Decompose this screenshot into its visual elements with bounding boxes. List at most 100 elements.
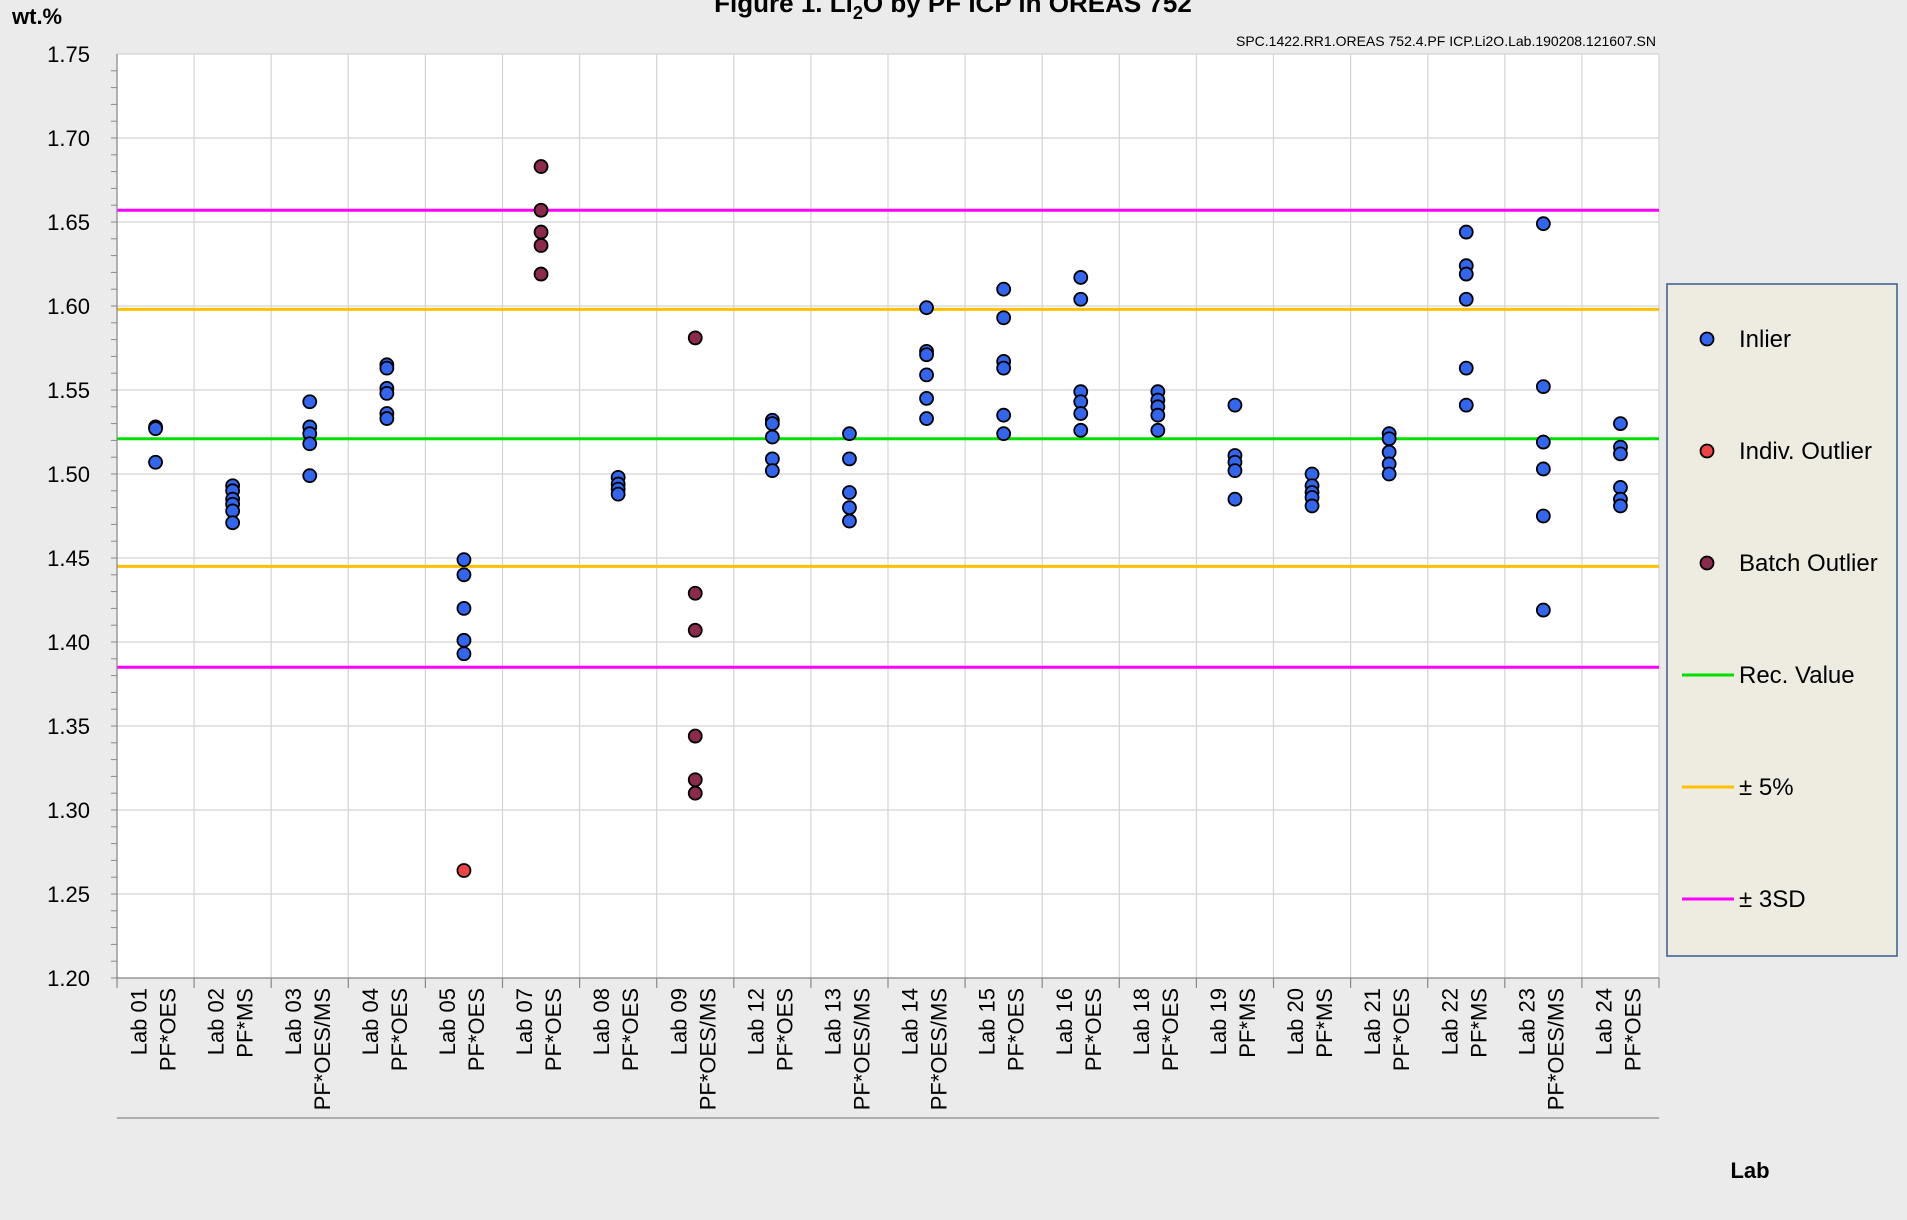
data-point-inlier [842,485,857,500]
x-category-method: PF*OES/MS [927,988,952,1110]
data-point-inlier [996,360,1012,376]
data-point-inlier [996,281,1012,297]
y-tick-label: 1.75 [47,42,90,67]
x-category-method: PF*MS [233,988,258,1058]
legend-label: Batch Outlier [1739,550,1878,577]
data-point-batch [533,238,549,253]
y-tick-label: 1.65 [47,210,90,235]
x-category-group: Lab 13 PF*OES/MS [820,988,874,1110]
data-point-inlier [1073,291,1089,307]
y-tick-label: 1.25 [47,882,90,907]
data-point-inlier [610,486,626,502]
data-point-inlier [225,515,241,531]
legend-label: Indiv. Outlier [1739,438,1872,465]
data-point-inlier [919,411,934,426]
legend-label: Rec. Value [1739,662,1855,689]
data-point-inlier [1458,397,1474,413]
data-point-inlier [302,394,318,410]
x-category-lab: Lab 13 [820,988,845,1055]
data-point-inlier [1535,434,1551,450]
x-category-lab: Lab 08 [589,988,614,1055]
x-category-lab: Lab 15 [975,988,1000,1055]
x-category-group: Lab 20 PF*MS [1283,988,1337,1058]
legend: Inlier Indiv. Outlier Batch Outlier Rec. Va… [1666,283,1898,957]
data-point-batch [533,159,549,174]
axes [111,54,1660,1119]
x-category-method: PF*OES/MS [1543,988,1568,1110]
y-tick-label: 1.20 [47,966,90,991]
data-point-inlier [1613,416,1628,432]
x-category-group: Lab 05 PF*OES [435,988,489,1071]
data-point-inlier [764,429,780,445]
data-point-inlier [1535,461,1551,477]
x-category-lab: Lab 14 [898,988,923,1055]
y-tick-label: 1.30 [47,798,90,823]
data-point-inlier [996,310,1012,326]
data-point-inlier [842,513,857,529]
data-point-inlier [1227,463,1243,479]
data-point-inlier [1150,407,1166,423]
data-point-inlier [379,411,395,426]
x-category-group: Lab 02 PF*MS [204,988,258,1058]
data-point-inlier [302,468,318,484]
x-category-lab: Lab 09 [666,988,691,1055]
x-category-method: PF*MS [1466,988,1491,1058]
x-category-group: Lab 21 PF*OES [1360,988,1414,1071]
x-category-method: PF*OES [772,988,797,1071]
data-point-inlier [456,552,472,568]
x-category-lab: Lab 02 [204,988,229,1055]
data-point-inlier [1227,491,1243,507]
x-category-method: PF*OES [1158,988,1183,1071]
x-category-group: Lab 14 PF*OES/MS [898,988,952,1110]
data-point-batch [687,785,703,801]
x-category-method: PF*MS [1235,988,1260,1058]
x-category-method: PF*OES [618,988,643,1071]
y-tick-label: 1.45 [47,546,90,571]
data-point-inlier [842,451,857,467]
y-tick-labels: 1.20 1.25 1.30 1.35 1.40 1.45 1.50 1.55 1.60 1.65… [47,42,90,991]
data-point-batch [533,266,549,282]
x-category-group: Lab 09 PF*OES/MS [666,988,720,1110]
data-point-batch [687,622,703,638]
x-category-group: Lab 22 PF*MS [1437,988,1491,1058]
x-category-method: PF*OES [1620,988,1645,1071]
y-tick-label: 1.35 [47,714,90,739]
data-point-batch [687,728,703,744]
data-point-inlier [1535,602,1551,618]
data-point-inlier [148,421,163,437]
legend-marker [1699,555,1715,571]
x-category-lab: Lab 04 [358,988,383,1055]
x-category-lab: Lab 23 [1514,988,1539,1055]
x-category-method: PF*OES [156,988,181,1071]
x-category-method: PF*OES [1389,988,1414,1071]
data-point-inlier [456,601,472,616]
data-point-inlier [996,426,1012,442]
data-point-inlier [1613,446,1628,462]
data-point-inlier [919,347,934,363]
x-category-method: PF*OES [541,988,566,1071]
data-point-inlier [1381,466,1397,482]
legend-label: ± 3SD [1739,886,1806,913]
data-point-inlier [764,416,780,432]
reference-lines [117,208,1659,669]
y-axis-label: wt.% [11,4,62,29]
x-category-group: Lab 23 PF*OES/MS [1514,988,1568,1110]
x-category-group: Lab 04 PF*OES [358,988,412,1071]
x-category-labels: Lab 01 PF*OES Lab 02 PF*MS Lab 03 PF*OES/MS La… [127,988,1646,1110]
x-category-lab: Lab 22 [1437,988,1462,1055]
y-tick-label: 1.70 [47,126,90,151]
x-category-group: Lab 15 PF*OES [975,988,1029,1071]
data-point-inlier [919,300,934,316]
data-point-inlier [1150,422,1166,438]
x-category-method: PF*OES/MS [695,988,720,1110]
x-category-group: Lab 03 PF*OES/MS [281,988,335,1110]
data-point-inlier [1535,216,1551,232]
data-point-inlier [1073,406,1089,421]
legend-label: ± 5% [1739,774,1794,801]
data-point-inlier [148,454,163,470]
data-point-inlier [456,632,472,648]
data-point-batch [687,772,703,788]
data-point-batch [687,585,703,601]
